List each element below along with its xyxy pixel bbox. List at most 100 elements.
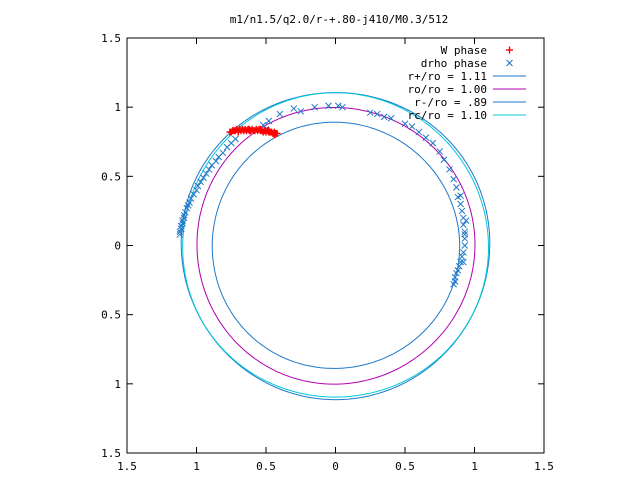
drho-point — [373, 110, 381, 118]
drho-point — [200, 174, 207, 182]
drho-point — [461, 231, 469, 238]
drho-point-stroke — [462, 217, 470, 224]
x-tick-label: 1 — [471, 460, 478, 473]
drho-point — [325, 102, 332, 110]
drho-point — [193, 186, 200, 194]
drho-point — [387, 114, 395, 122]
drho-point — [334, 102, 342, 110]
w-phase-point — [234, 128, 242, 136]
drho-point — [205, 166, 213, 173]
drho-point-stroke — [460, 221, 467, 229]
drho-point-stroke — [453, 184, 460, 191]
x-tick-label: 0 — [332, 460, 339, 473]
x-tick-label: 0.5 — [256, 460, 276, 473]
drho-point-stroke — [429, 139, 437, 147]
y-tick-label: 1 — [114, 101, 121, 114]
drho-point-stroke — [232, 135, 239, 143]
y-tick-label: 1 — [114, 378, 121, 391]
w-phase-point — [256, 125, 264, 133]
w-phase-point — [245, 125, 253, 133]
drho-point-stroke — [401, 120, 409, 128]
drho-point-stroke — [461, 231, 469, 238]
axis-ticks: 1.5 1 0.5 0 0.5 1 1.51.510.500.511.5 — [101, 32, 554, 473]
drho-point — [297, 107, 305, 115]
drho-point — [446, 166, 453, 173]
drho-point — [265, 117, 273, 125]
drho-point-stroke — [460, 258, 467, 266]
drho-point-stroke — [366, 109, 374, 117]
drho-point-stroke — [457, 258, 464, 266]
drho-point-stroke — [422, 134, 430, 141]
drho-point — [457, 258, 464, 266]
drho-point — [212, 157, 220, 165]
drho-point-stroke — [276, 110, 284, 118]
drho-point — [197, 178, 205, 186]
drho-point — [462, 217, 470, 224]
drho-point-stroke — [461, 228, 469, 236]
drho-point — [461, 228, 469, 236]
legend-label: r-/ro = .89 — [414, 96, 487, 109]
w-phase-point — [226, 128, 234, 136]
drho-point — [415, 128, 423, 136]
drho-point-stroke — [202, 170, 210, 177]
drho-point-stroke — [177, 225, 185, 233]
drho-point — [460, 249, 467, 256]
circle-r-1_11 — [180, 92, 491, 401]
drho-point — [311, 103, 319, 111]
drho-point — [453, 184, 460, 191]
drho-point — [408, 123, 416, 130]
drho-point — [440, 156, 448, 164]
drho-point — [458, 253, 466, 260]
drho-point — [194, 182, 202, 190]
drho-point-stroke — [440, 156, 448, 164]
y-tick-label: 1.5 — [101, 32, 121, 45]
drho-point-stroke — [380, 113, 388, 121]
drho-point-stroke — [450, 280, 458, 288]
drho-point-stroke — [194, 182, 202, 190]
drho-point — [219, 149, 227, 157]
drho-point — [290, 105, 298, 112]
drho-point-stroke — [334, 102, 342, 110]
y-tick-label: 0.5 — [101, 170, 121, 183]
drho-point-stroke — [182, 208, 189, 216]
drho-point-stroke — [205, 166, 213, 173]
drho-point-stroke — [187, 195, 195, 202]
drho-point-stroke — [415, 128, 423, 136]
drho-point-stroke — [180, 214, 188, 222]
drho-point — [458, 207, 466, 215]
drho-point — [429, 139, 437, 147]
drho-point-stroke — [297, 107, 305, 115]
drho-point-stroke — [461, 242, 469, 249]
drho-point — [457, 192, 464, 200]
drho-point-stroke — [450, 175, 458, 183]
drho-point — [453, 269, 460, 277]
drho-point-stroke — [193, 186, 200, 194]
circle-r-1 — [196, 107, 476, 385]
legend-label: rc/ro = 1.10 — [408, 109, 487, 122]
drho-point — [460, 258, 467, 266]
y-tick-label: 1.5 — [101, 447, 121, 460]
reference-circles — [180, 92, 491, 401]
y-tick-label: 0.5 — [101, 309, 121, 322]
drho-point-stroke — [460, 249, 467, 256]
drho-point — [232, 135, 239, 143]
drho-point-stroke — [219, 149, 227, 157]
drho-point — [450, 175, 458, 183]
x-tick-label: 1.5 — [117, 460, 137, 473]
drho-point-stroke — [179, 220, 186, 227]
drho-point — [177, 225, 185, 233]
drho-point-stroke — [325, 102, 332, 110]
chart-title: m1/n1.5/q2.0/r-+.80-j410/M0.3/512 — [230, 13, 449, 26]
drho-phase-series — [176, 102, 470, 288]
drho-point — [187, 195, 195, 202]
drho-point — [182, 208, 189, 216]
drho-point-stroke — [457, 200, 464, 208]
drho-point-stroke — [265, 117, 273, 125]
drho-point — [179, 220, 186, 227]
x-tick-label: 1 — [193, 460, 200, 473]
w-phase-point — [265, 127, 273, 135]
drho-point — [366, 109, 374, 117]
drho-point-stroke — [200, 174, 207, 182]
